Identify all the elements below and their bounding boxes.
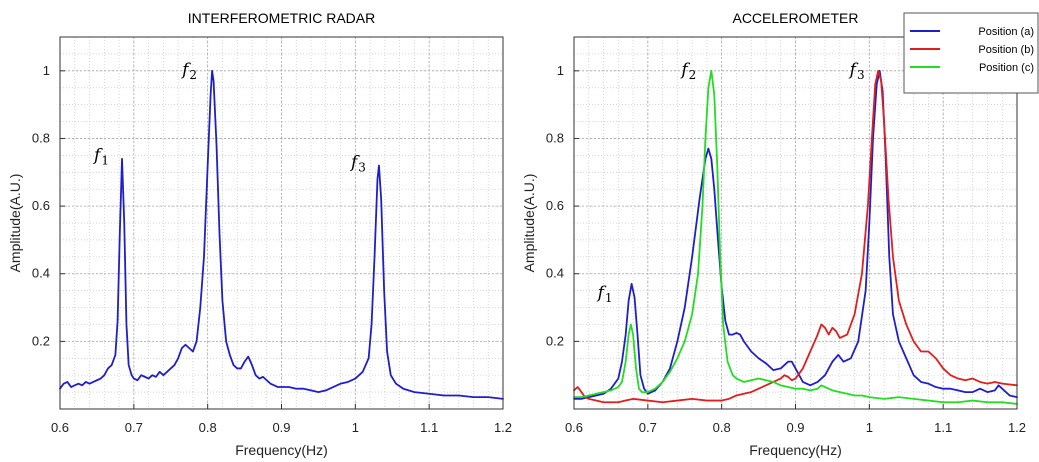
y-tick-label: 0.6 (546, 198, 564, 213)
x-tick-label: 1 (352, 420, 359, 435)
x-tick-label: 1.1 (420, 420, 438, 435)
y-tick-label: 0.4 (546, 266, 564, 281)
chart-1: 0.6 0.7 0.8 0.9 1 1.1 1.2 0.2 0.4 0.6 0.8 1 INTERFER… (7, 10, 512, 458)
y-tick-label: 0.4 (32, 266, 50, 281)
y-tick-label: 0.2 (32, 333, 50, 348)
series-line-1 (573, 69, 1018, 400)
x-tick-label: 0.6 (51, 420, 69, 435)
peak-symbol: f (848, 60, 859, 80)
x-tick-label: 0.6 (565, 420, 583, 435)
legend: Position (a) Position (b) Position (c) (903, 12, 1039, 94)
legend-box (903, 12, 1039, 94)
y-axis-label: Amplitude(A.U.) (521, 174, 537, 273)
y-axis-label: Amplitude(A.U.) (7, 174, 23, 273)
x-tick-label: 0.7 (639, 420, 657, 435)
peak-subscript: 1 (605, 291, 613, 305)
peak-label-f2: f2 (180, 60, 197, 82)
x-axis-label: Frequency(Hz) (235, 442, 328, 458)
series-line-3 (573, 69, 1018, 405)
legend-label: Position (b) (978, 44, 1034, 56)
peak-symbol: f (596, 283, 607, 303)
x-tick-label: 0.9 (786, 420, 804, 435)
peak-subscript: 2 (689, 68, 697, 82)
y-tick-label: 1 (43, 63, 50, 78)
x-tick-label: 0.9 (272, 420, 290, 435)
x-tick-label: 0.8 (713, 420, 731, 435)
x-tick-label: 1.2 (494, 420, 512, 435)
chart-title: INTERFEROMETRIC RADAR (188, 10, 375, 26)
chart-title: ACCELEROMETER (732, 10, 858, 26)
series-line-2 (573, 69, 1018, 404)
x-tick-label: 0.7 (125, 420, 143, 435)
x-tick-label: 1 (866, 420, 873, 435)
peak-label-f2: f2 (679, 60, 696, 82)
chart-2: 0.6 0.7 0.8 0.9 1 1.1 1.2 0.2 0.4 0.6 0.8 1 ACCELERO… (521, 10, 1039, 458)
peak-label-f1: f1 (92, 146, 109, 168)
y-tick-label: 0.8 (32, 130, 50, 145)
x-tick-label: 0.8 (199, 420, 217, 435)
x-tick-label: 1.1 (934, 420, 952, 435)
series-line-1 (59, 69, 504, 400)
peak-subscript: 3 (857, 68, 865, 82)
peak-symbol: f (679, 60, 690, 80)
legend-label: Position (c) (979, 62, 1034, 74)
peak-subscript: 2 (189, 68, 197, 82)
peak-label-f1: f1 (596, 283, 613, 305)
peak-label-f3: f3 (349, 153, 366, 175)
peak-symbol: f (349, 153, 360, 173)
y-tick-label: 0.8 (546, 130, 564, 145)
y-tick-label: 1 (557, 63, 564, 78)
peak-label-f3: f3 (848, 60, 865, 82)
y-tick-label: 0.2 (546, 333, 564, 348)
peak-symbol: f (180, 60, 191, 80)
peak-symbol: f (92, 146, 103, 166)
y-tick-label: 0.6 (32, 198, 50, 213)
x-axis-label: Frequency(Hz) (749, 442, 842, 458)
peak-subscript: 3 (358, 161, 366, 175)
legend-label: Position (a) (978, 26, 1034, 38)
x-tick-label: 1.2 (1008, 420, 1026, 435)
peak-subscript: 1 (101, 154, 109, 168)
